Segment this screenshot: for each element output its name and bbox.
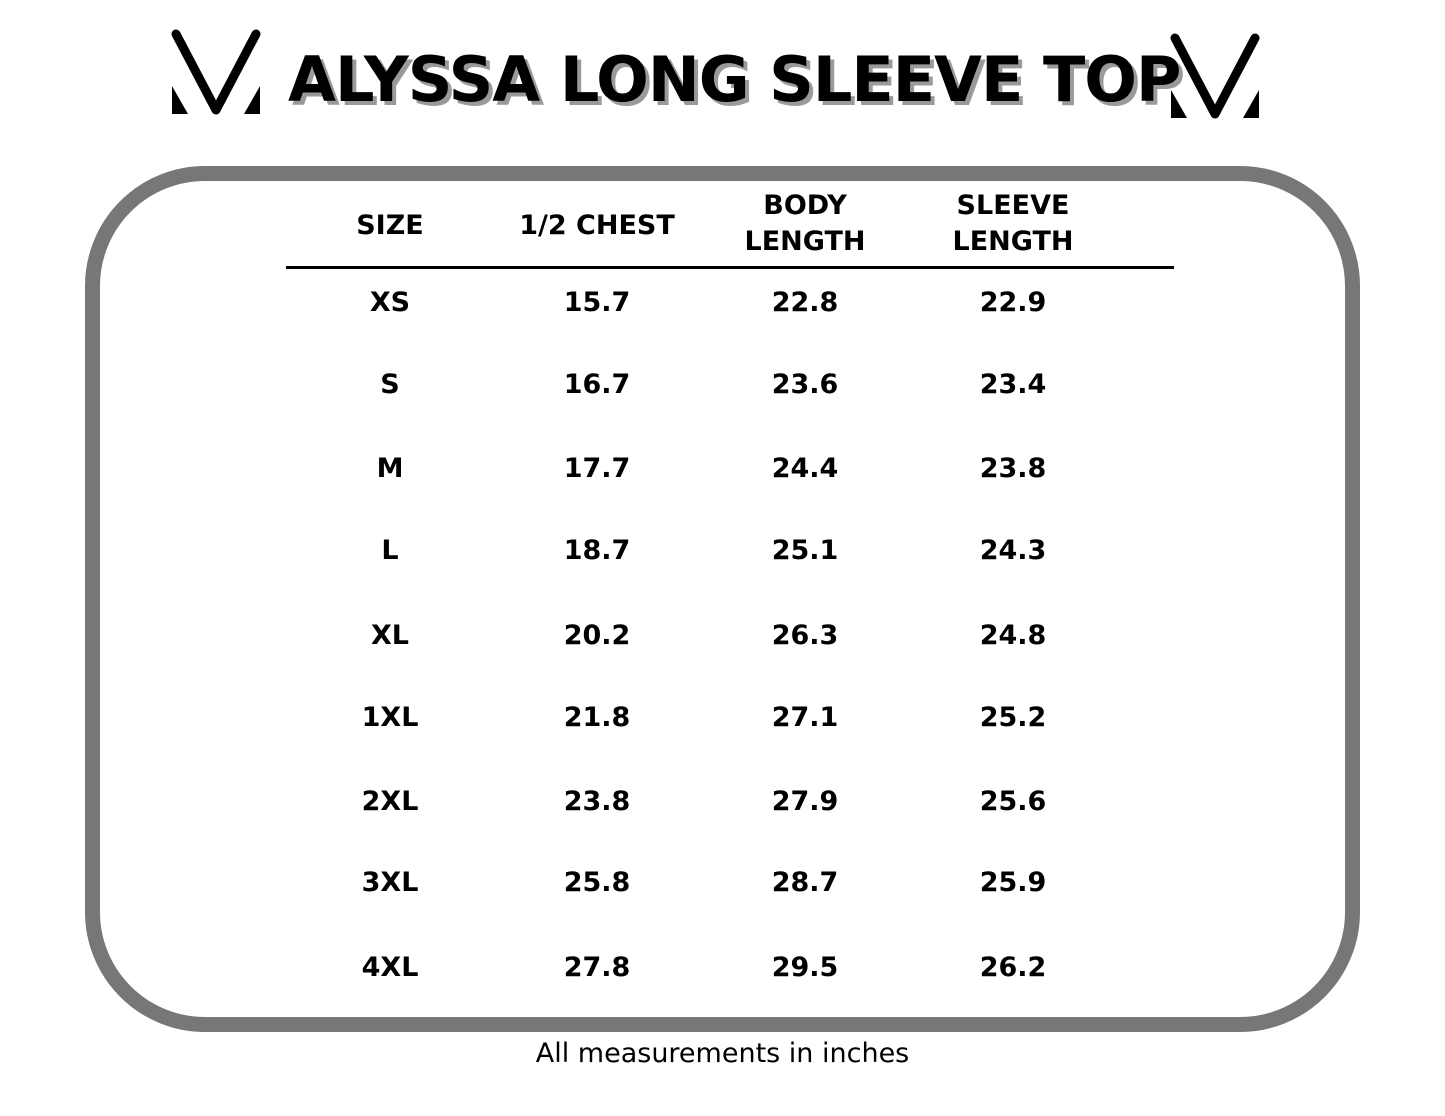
measurement-cell: 25.9 — [979, 867, 1047, 898]
column-header: SLEEVE LENGTH — [952, 190, 1074, 257]
measurement-cell: 28.7 — [771, 867, 839, 898]
measurement-cell: 24.8 — [979, 620, 1047, 651]
size-label: M — [376, 453, 404, 484]
measurement-cell: 23.4 — [979, 369, 1047, 400]
measurement-cell: 15.7 — [563, 287, 631, 318]
measurement-cell: 27.9 — [771, 786, 839, 817]
page-title: ALYSSA LONG SLEEVE TOP — [288, 43, 1181, 116]
measurement-cell: 24.3 — [979, 535, 1047, 566]
measurement-cell: 26.2 — [979, 952, 1047, 983]
v-logo-icon-left — [171, 29, 261, 115]
column-header: 1/2 CHEST — [519, 210, 675, 241]
size-label: 2XL — [361, 786, 419, 817]
measurement-cell: 27.1 — [771, 702, 839, 733]
measurement-cell: 16.7 — [563, 369, 631, 400]
measurement-cell: 20.2 — [563, 620, 631, 651]
measurement-cell: 25.6 — [979, 786, 1047, 817]
measurement-cell: 17.7 — [563, 453, 631, 484]
footnote: All measurements in inches — [535, 1038, 910, 1069]
header-divider — [286, 266, 1174, 269]
size-label: 1XL — [361, 702, 419, 733]
size-label: 3XL — [361, 867, 419, 898]
measurement-cell: 23.8 — [979, 453, 1047, 484]
measurement-cell: 23.6 — [771, 369, 839, 400]
size-chart-frame — [85, 166, 1360, 1032]
measurement-cell: 22.9 — [979, 287, 1047, 318]
size-label: L — [381, 535, 399, 566]
size-label: S — [380, 369, 400, 400]
measurement-cell: 29.5 — [771, 952, 839, 983]
measurement-cell: 27.8 — [563, 952, 631, 983]
column-header: BODY LENGTH — [744, 190, 866, 257]
measurement-cell: 25.2 — [979, 702, 1047, 733]
measurement-cell: 21.8 — [563, 702, 631, 733]
size-label: XS — [369, 287, 411, 318]
measurement-cell: 23.8 — [563, 786, 631, 817]
column-header: SIZE — [356, 210, 424, 241]
measurement-cell: 24.4 — [771, 453, 839, 484]
measurement-cell: 22.8 — [771, 287, 839, 318]
measurement-cell: 25.8 — [563, 867, 631, 898]
measurement-cell: 18.7 — [563, 535, 631, 566]
size-label: XL — [370, 620, 410, 651]
measurement-cell: 26.3 — [771, 620, 839, 651]
measurement-cell: 25.1 — [771, 535, 839, 566]
size-label: 4XL — [361, 952, 419, 983]
v-logo-icon-right — [1170, 33, 1260, 119]
